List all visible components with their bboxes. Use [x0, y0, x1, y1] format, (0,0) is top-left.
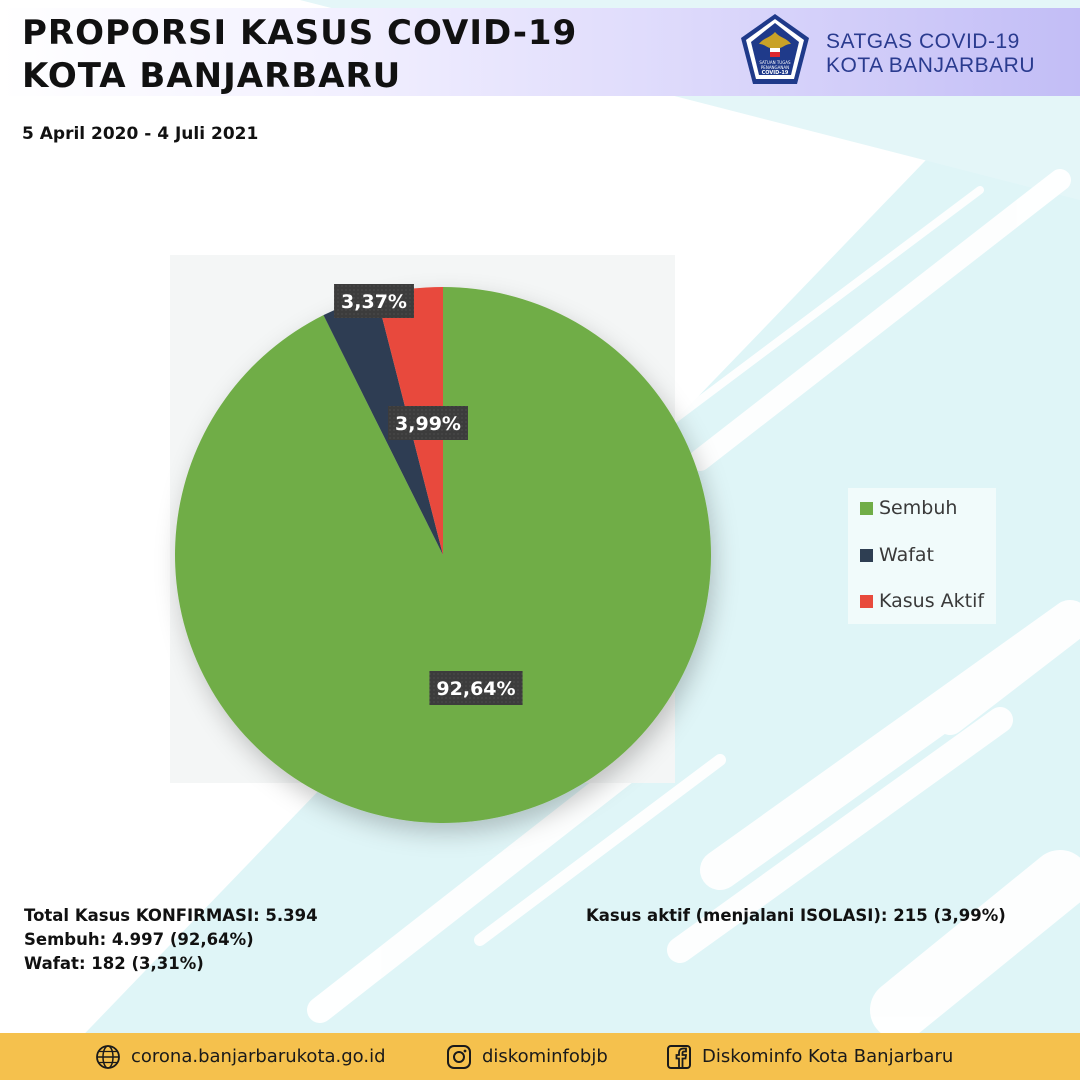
legend-swatch-sembuh [860, 501, 873, 515]
pie-slice-sembuh [175, 286, 712, 823]
stats-summary: Total Kasus KONFIRMASI: 5.394 Sembuh: 4.… [24, 904, 318, 976]
logo-text-3: COVID-19 [762, 70, 789, 76]
legend-item-kasus-aktif: Kasus Aktif [860, 589, 984, 613]
footer-facebook[interactable]: Diskominfo Kota Banjarbaru [666, 1033, 953, 1080]
data-label-box-sembuh [429, 671, 523, 705]
data-label-text-kasus-aktif: 3,99% [395, 413, 461, 435]
stat-kasus-aktif: Kasus aktif (menjalani ISOLASI): 215 (3,… [586, 906, 1006, 925]
footer-bar: corona.banjarbarukota.go.id diskominfobj… [0, 1033, 1080, 1080]
instagram-text: diskominfobjb [482, 1046, 608, 1067]
logo-text-2: PENANGANAN [761, 65, 789, 70]
data-label-box-wafat [334, 284, 414, 318]
stat-wafat: Wafat: 182 (3,31%) [24, 954, 204, 973]
legend-label-wafat: Wafat [879, 544, 934, 566]
data-label-text-sembuh: 92,64% [436, 678, 515, 700]
stat-sembuh: Sembuh: 4.997 (92,64%) [24, 930, 254, 949]
header-band [0, 8, 1080, 96]
data-label-kasus-aktif: 3,99% [388, 406, 468, 440]
garuda-shield-icon: SATUAN TUGAS PENANGANAN COVID-19 [741, 14, 809, 84]
chart-legend: Sembuh Wafat Kasus Aktif [848, 488, 996, 624]
page-title: PROPORSI KASUS COVID-19 KOTA BANJARBARU [22, 12, 577, 98]
logo-text-1: SATUAN TUGAS [759, 60, 791, 65]
legend-swatch-wafat [860, 548, 873, 562]
facebook-text: Diskominfo Kota Banjarbaru [702, 1046, 954, 1067]
legend-label-sembuh: Sembuh [879, 497, 958, 519]
footer-website[interactable]: corona.banjarbarukota.go.id [95, 1033, 386, 1080]
title-line-1: PROPORSI KASUS COVID-19 [22, 13, 578, 53]
stat-total: Total Kasus KONFIRMASI: 5.394 [24, 906, 318, 925]
legend-swatch-kasus-aktif [860, 594, 873, 608]
data-label-sembuh: 92,64% [429, 671, 523, 705]
org-line-2: KOTA BANJARBARU [826, 54, 1035, 77]
organization-name: SATGAS COVID-19 KOTA BANJARBARU [826, 30, 1035, 78]
data-label-wafat: 3,37% [334, 284, 414, 318]
legend-item-wafat: Wafat [860, 543, 934, 567]
title-line-2: KOTA BANJARBARU [22, 56, 402, 96]
globe-icon [96, 1044, 120, 1069]
instagram-icon [447, 1044, 471, 1069]
legend-label-kasus-aktif: Kasus Aktif [879, 590, 985, 612]
legend-item-sembuh: Sembuh [860, 496, 957, 520]
footer-instagram[interactable]: diskominfobjb [446, 1033, 608, 1080]
facebook-icon [667, 1044, 691, 1069]
data-label-box-kasus-aktif [388, 406, 468, 440]
date-range: 5 April 2020 - 4 Juli 2021 [22, 124, 259, 144]
data-label-text-wafat: 3,37% [341, 291, 407, 313]
org-line-1: SATGAS COVID-19 [826, 30, 1020, 53]
pie-slice-wafat [323, 295, 443, 555]
website-text: corona.banjarbarukota.go.id [131, 1046, 386, 1067]
